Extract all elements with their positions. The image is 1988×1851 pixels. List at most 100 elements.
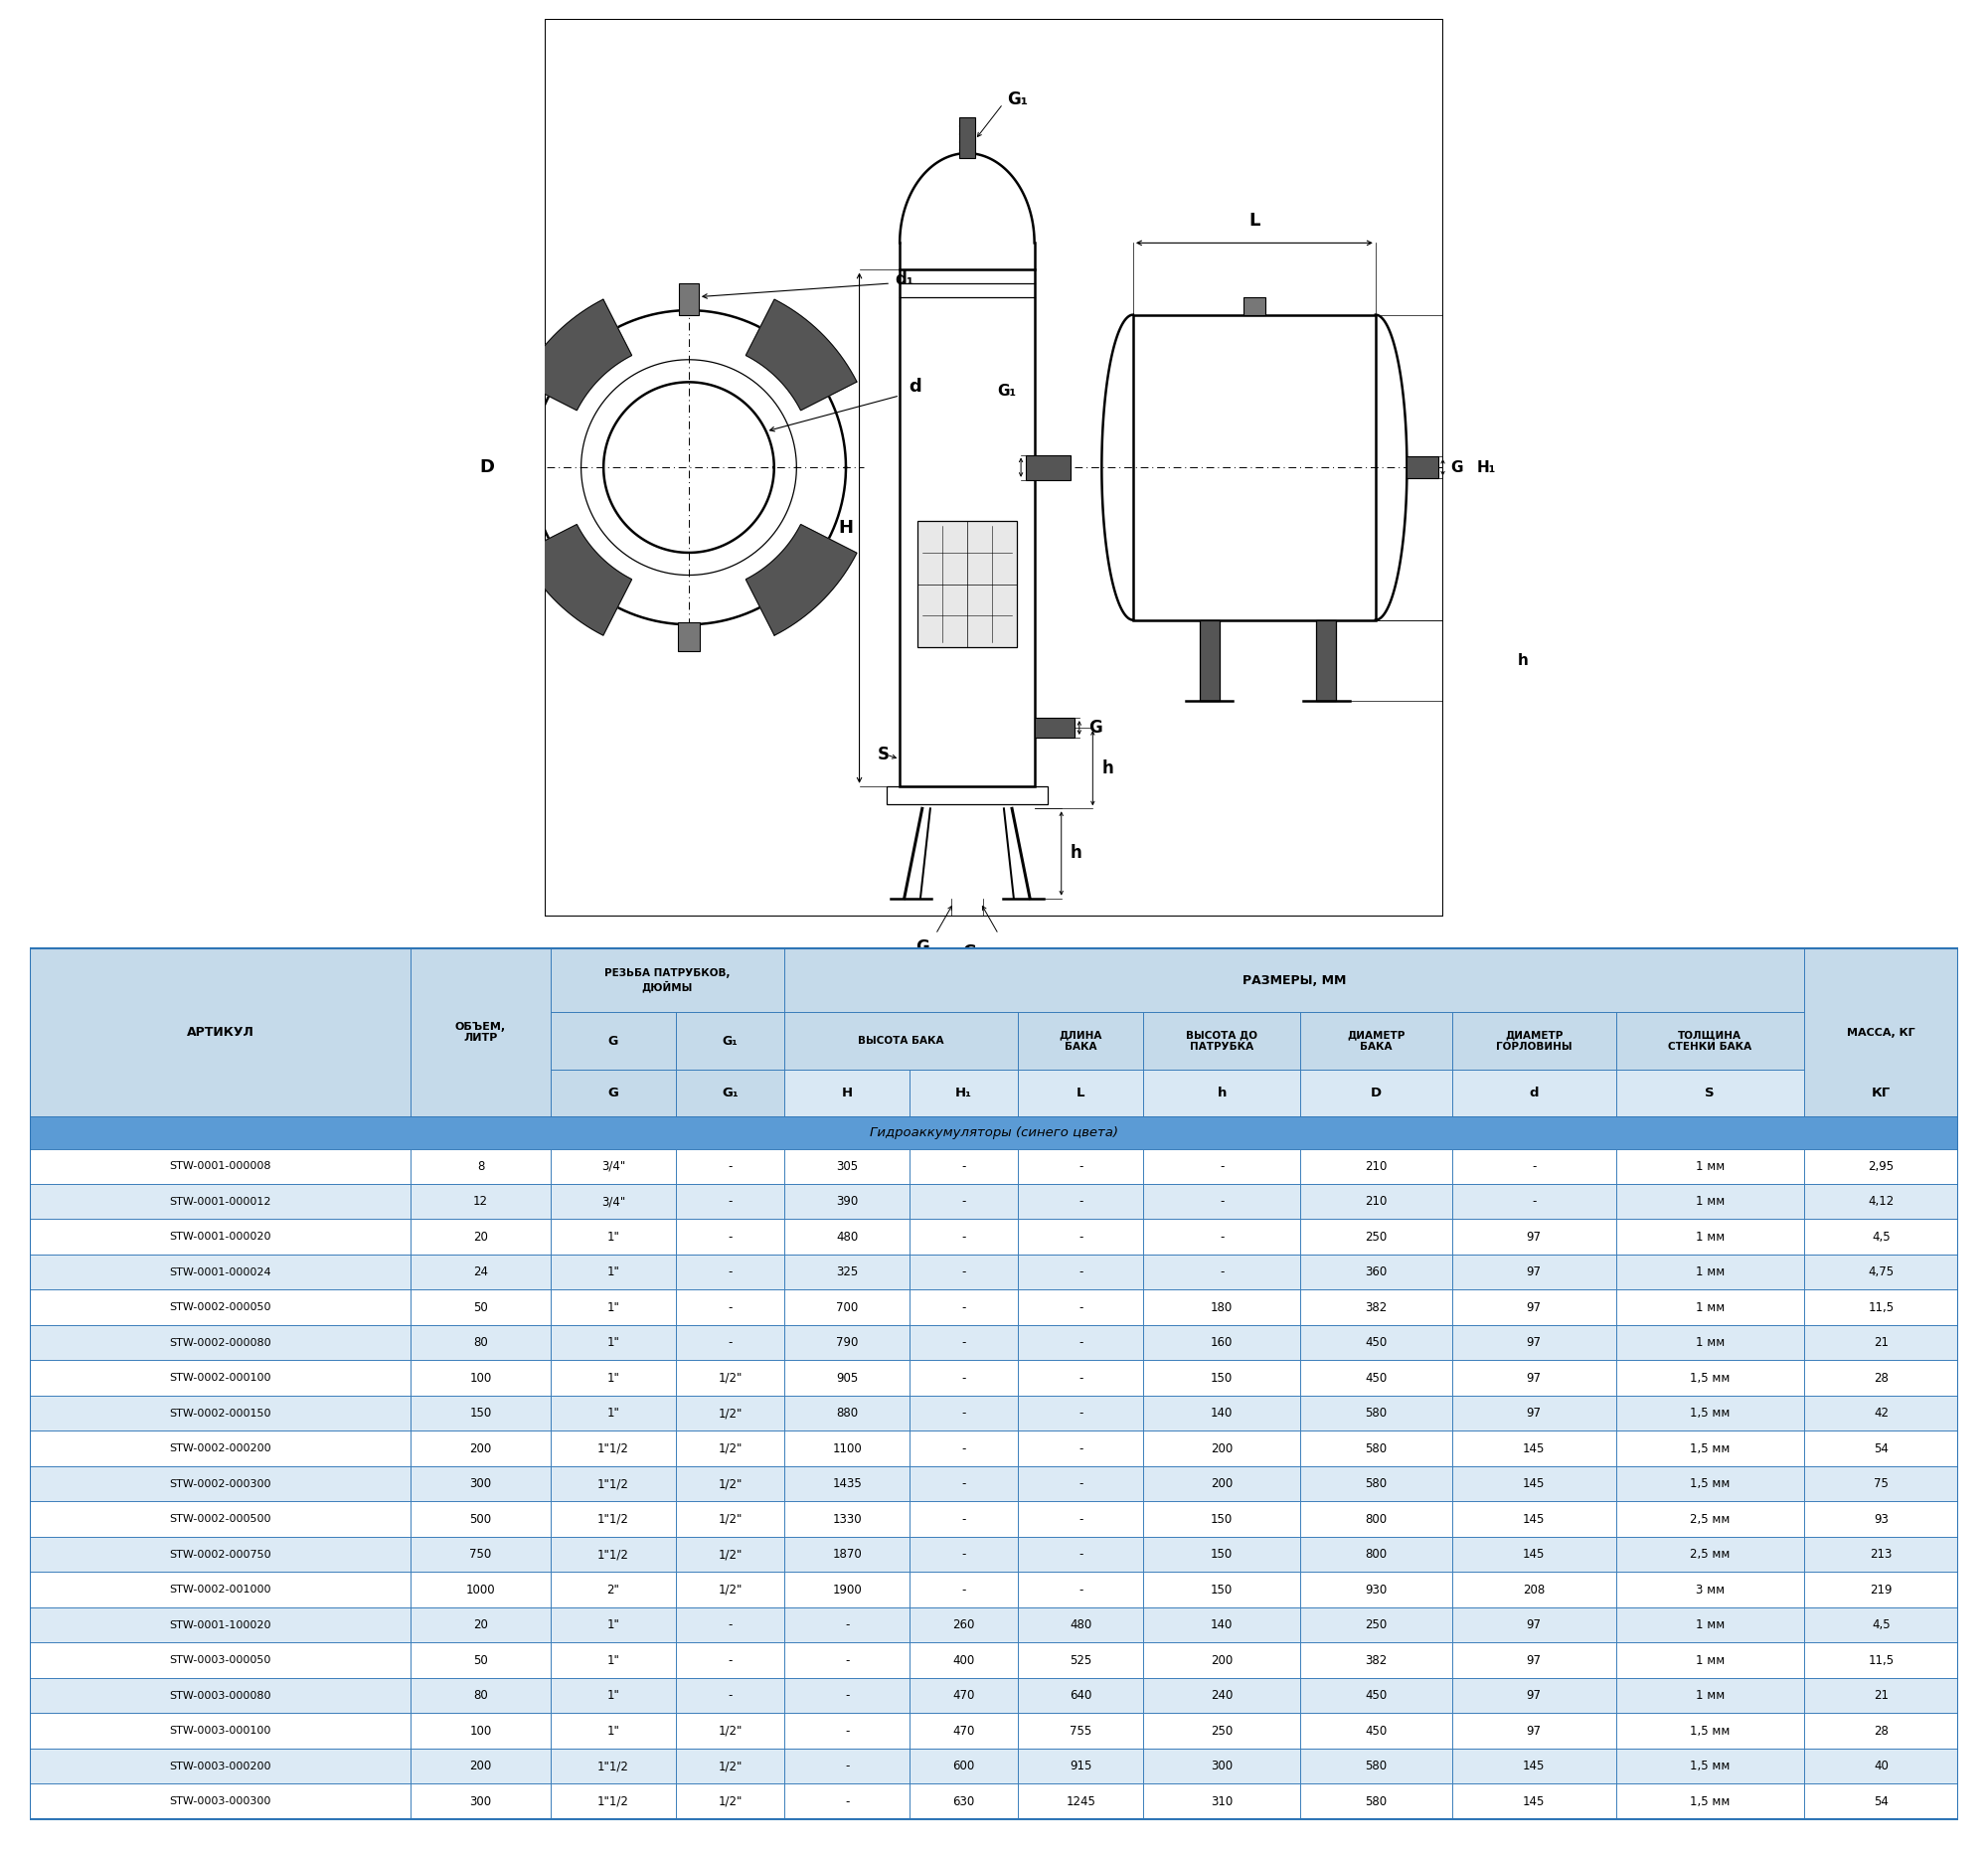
Text: 1100: 1100 bbox=[833, 1442, 861, 1455]
Bar bbox=[1451, 1396, 1616, 1431]
Bar bbox=[1616, 1571, 1803, 1607]
Bar bbox=[1018, 1290, 1143, 1325]
Bar bbox=[1143, 1714, 1300, 1749]
Bar bbox=[785, 1466, 911, 1501]
Bar bbox=[412, 1431, 551, 1466]
Bar bbox=[911, 1714, 1018, 1749]
Bar bbox=[1300, 1714, 1451, 1749]
Text: 525: 525 bbox=[1070, 1653, 1091, 1666]
Text: G: G bbox=[962, 944, 976, 961]
Text: 4,5: 4,5 bbox=[1873, 1618, 1891, 1631]
Text: -: - bbox=[845, 1618, 849, 1631]
Text: 1/2": 1/2" bbox=[718, 1795, 742, 1808]
Text: 1/2": 1/2" bbox=[718, 1760, 742, 1773]
Bar bbox=[412, 1749, 551, 1784]
Text: 300: 300 bbox=[469, 1477, 491, 1490]
Text: -: - bbox=[845, 1760, 849, 1773]
Text: STW-0003-000200: STW-0003-000200 bbox=[169, 1760, 270, 1771]
Text: 1/2": 1/2" bbox=[718, 1547, 742, 1560]
Bar bbox=[412, 1607, 551, 1642]
Bar bbox=[1408, 455, 1439, 479]
Text: STW-0002-000100: STW-0002-000100 bbox=[169, 1373, 270, 1383]
Text: S: S bbox=[1706, 1087, 1716, 1099]
Bar bbox=[1143, 1749, 1300, 1784]
Bar bbox=[1616, 1466, 1803, 1501]
Text: 150: 150 bbox=[469, 1407, 491, 1420]
Text: 1": 1" bbox=[606, 1653, 620, 1666]
Bar bbox=[676, 1220, 785, 1255]
Bar bbox=[676, 1571, 785, 1607]
Bar bbox=[1143, 1536, 1300, 1571]
Text: H₁: H₁ bbox=[956, 1087, 972, 1099]
Text: -: - bbox=[728, 1336, 732, 1349]
Bar bbox=[1018, 1749, 1143, 1784]
Bar bbox=[1616, 1325, 1803, 1360]
Bar bbox=[30, 1536, 412, 1571]
Text: 3/4": 3/4" bbox=[600, 1161, 624, 1174]
Bar bbox=[911, 1360, 1018, 1396]
Bar bbox=[551, 1255, 676, 1290]
Text: 200: 200 bbox=[1211, 1477, 1233, 1490]
Bar bbox=[1133, 315, 1376, 620]
Bar bbox=[1018, 1501, 1143, 1536]
Text: 1 мм: 1 мм bbox=[1696, 1618, 1724, 1631]
Bar bbox=[1300, 1571, 1451, 1607]
Text: 80: 80 bbox=[473, 1336, 487, 1349]
Text: 21: 21 bbox=[1873, 1336, 1889, 1349]
Text: 1/2": 1/2" bbox=[718, 1372, 742, 1385]
Bar bbox=[1143, 1431, 1300, 1466]
Bar bbox=[551, 1070, 676, 1116]
Text: STW-0002-000500: STW-0002-000500 bbox=[169, 1514, 270, 1523]
Text: STW-0001-000012: STW-0001-000012 bbox=[169, 1196, 270, 1207]
Bar bbox=[1143, 1571, 1300, 1607]
Text: 200: 200 bbox=[469, 1442, 491, 1455]
Bar bbox=[1300, 1536, 1451, 1571]
Bar bbox=[911, 1749, 1018, 1784]
Bar bbox=[30, 1642, 412, 1677]
Bar bbox=[1300, 1396, 1451, 1431]
Bar bbox=[30, 1396, 412, 1431]
Bar bbox=[1803, 1255, 1958, 1290]
Text: 219: 219 bbox=[1871, 1583, 1893, 1596]
Text: 4,75: 4,75 bbox=[1869, 1266, 1895, 1279]
Bar bbox=[911, 1431, 1018, 1466]
Bar bbox=[412, 1677, 551, 1714]
Text: 1/2": 1/2" bbox=[718, 1725, 742, 1738]
Bar bbox=[1018, 1536, 1143, 1571]
Text: -: - bbox=[1079, 1512, 1083, 1525]
Polygon shape bbox=[521, 524, 632, 635]
Text: 145: 145 bbox=[1523, 1442, 1545, 1455]
Text: 305: 305 bbox=[837, 1161, 859, 1174]
Bar bbox=[785, 1255, 911, 1290]
Bar bbox=[1616, 1220, 1803, 1255]
Text: 160: 160 bbox=[1211, 1336, 1233, 1349]
Bar bbox=[412, 948, 551, 1116]
Bar bbox=[1143, 1466, 1300, 1501]
Text: 200: 200 bbox=[469, 1760, 491, 1773]
Bar bbox=[911, 1536, 1018, 1571]
Bar bbox=[412, 1571, 551, 1607]
Bar bbox=[1143, 1396, 1300, 1431]
Bar bbox=[30, 948, 412, 1116]
Bar bbox=[1451, 1220, 1616, 1255]
Bar bbox=[1451, 1431, 1616, 1466]
Text: -: - bbox=[962, 1547, 966, 1560]
Text: -: - bbox=[1079, 1372, 1083, 1385]
Bar bbox=[785, 1431, 911, 1466]
Bar bbox=[785, 1571, 911, 1607]
Text: 750: 750 bbox=[469, 1547, 491, 1560]
Bar bbox=[911, 1070, 1018, 1116]
Text: STW-0002-000750: STW-0002-000750 bbox=[169, 1549, 270, 1559]
Text: 325: 325 bbox=[835, 1266, 859, 1279]
Bar bbox=[1451, 1325, 1616, 1360]
Bar bbox=[1803, 1749, 1958, 1784]
Bar bbox=[1616, 1714, 1803, 1749]
Text: 1,5 мм: 1,5 мм bbox=[1690, 1477, 1730, 1490]
Bar bbox=[785, 1290, 911, 1325]
Text: 382: 382 bbox=[1366, 1301, 1388, 1314]
Bar bbox=[1300, 1220, 1451, 1255]
Bar bbox=[911, 1571, 1018, 1607]
Bar bbox=[1300, 1431, 1451, 1466]
Text: -: - bbox=[728, 1653, 732, 1666]
Text: 150: 150 bbox=[1211, 1372, 1233, 1385]
